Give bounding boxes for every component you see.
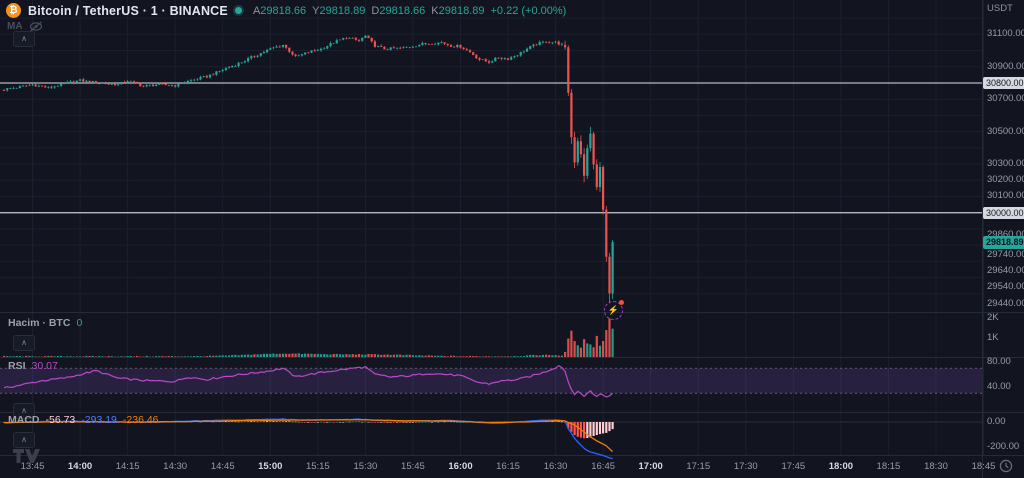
bitcoin-logo-icon: ₿ (6, 3, 21, 18)
volatility-event-icon[interactable]: ⚡ (604, 300, 624, 320)
price-tick-label: 30700.00 (987, 93, 1024, 105)
clock-icon[interactable] (999, 459, 1013, 473)
high-label: Y (312, 4, 320, 17)
price-tick-label: 2K (987, 312, 999, 323)
price-tick-label: 40.00 (987, 381, 1011, 392)
rsi-label: RSI (8, 360, 26, 372)
price-tick-label: 29440.00 (987, 297, 1024, 309)
symbol-header: ₿ Bitcoin / TetherUS · 1 · BINANCE A2981… (6, 3, 566, 18)
macd-pane-collapse-button[interactable]: ∧ (13, 432, 35, 448)
close-value: 29818.89 (438, 4, 485, 17)
price-tick-label: 31100.00 (987, 28, 1024, 40)
time-tick-label: 16:30 (543, 461, 568, 472)
price-tick-label: -200.00 (987, 441, 1020, 452)
main-pane-collapse-button[interactable]: ∧ (13, 31, 35, 47)
rsi-value: 30.07 (31, 360, 58, 372)
price-tick-label: 30900.00 (987, 60, 1024, 72)
time-tick-label: 15:30 (353, 461, 378, 472)
time-tick-label: 17:00 (638, 461, 663, 472)
time-tick-label: 18:30 (924, 461, 948, 472)
change-value: +0.22 (+0.00%) (490, 4, 567, 17)
price-tick-label: 30200.00 (987, 174, 1024, 186)
macd-line-value: -293.19 (81, 414, 117, 426)
market-open-dot (234, 7, 242, 14)
macd-label: MACD (8, 414, 40, 426)
time-tick-label: 14:45 (210, 461, 235, 472)
price-tick-label: 1K (987, 331, 999, 343)
time-tick-label: 15:45 (401, 461, 425, 472)
close-label: K (431, 4, 439, 17)
price-tick-label: 0.00 (987, 416, 1006, 427)
time-tick-label: 16:45 (591, 461, 616, 472)
time-tick-label: 16:15 (496, 461, 520, 472)
axis-currency-label: USDT (987, 3, 1013, 14)
level-price-label: 30000.00 (983, 206, 1024, 219)
time-tick-label: 13:45 (20, 461, 45, 472)
macd-hist-value: -56.73 (45, 414, 76, 426)
time-tick-label: 17:45 (781, 461, 806, 472)
open-label: A (252, 4, 261, 17)
ma-label: MA (7, 21, 23, 32)
time-tick-label: 15:00 (258, 461, 283, 472)
time-tick-label: 15:15 (305, 461, 330, 472)
rsi-pane-collapse-button[interactable]: ∧ (13, 403, 35, 419)
volume-value: 0 (76, 317, 83, 329)
macd-pane-header: MACD -56.73 -293.19 -236.46 (8, 414, 159, 426)
time-tick-label: 14:00 (67, 461, 93, 472)
price-tick-label: 30100.00 (987, 190, 1024, 202)
symbol-title[interactable]: Bitcoin / TetherUS · 1 · BINANCE (28, 3, 228, 18)
volume-label: Hacim · BTC (8, 317, 71, 329)
price-tick-label: 80.00 (987, 356, 1011, 367)
volume-pane-collapse-button[interactable]: ∧ (13, 335, 35, 351)
time-tick-label: 18:45 (971, 461, 996, 472)
price-axis[interactable]: USDT 31100.00 30900.00 30800.00 30700.00 305… (982, 0, 1024, 478)
time-tick-label: 18:00 (828, 461, 854, 472)
macd-signal-value: -236.46 (122, 414, 159, 426)
notification-dot (619, 300, 624, 305)
price-tick-label: 29740.00 (987, 248, 1024, 260)
price-tick-label: 29540.00 (987, 281, 1024, 293)
ma-indicator-row: MA (7, 21, 43, 32)
rsi-pane-header: RSI 30.07 (8, 360, 58, 372)
time-tick-label: 17:30 (733, 461, 758, 472)
price-tick-label: 30300.00 (987, 158, 1024, 170)
level-price-label: 30800.00 (983, 76, 1024, 89)
time-tick-label: 16:00 (448, 461, 473, 472)
time-tick-label: 17:15 (686, 461, 711, 472)
volume-pane-header: Hacim · BTC 0 (8, 317, 82, 329)
open-value: 29818.66 (260, 4, 307, 17)
ohlc-readout: A29818.66 Y29818.89 D29818.66 K29818.89 … (253, 5, 566, 17)
time-tick-label: 18:15 (876, 461, 901, 472)
price-tick-label: 30500.00 (987, 125, 1024, 137)
time-axis[interactable]: 13:45 14:00 14:15 14:30 14:45 15:00 15:15 15:30… (0, 455, 996, 478)
low-label: D (371, 4, 380, 17)
low-value: 29818.66 (379, 4, 426, 17)
time-tick-label: 14:15 (115, 461, 140, 472)
eye-off-icon[interactable] (29, 21, 43, 32)
price-tick-label: 29640.00 (987, 265, 1024, 277)
last-price-label: 29818.89 (983, 236, 1024, 250)
high-value: 29818.89 (319, 4, 366, 17)
tradingview-logo[interactable] (12, 447, 42, 465)
price-tick-label: 29860.00 (987, 229, 1024, 241)
time-tick-label: 14:30 (163, 461, 188, 472)
